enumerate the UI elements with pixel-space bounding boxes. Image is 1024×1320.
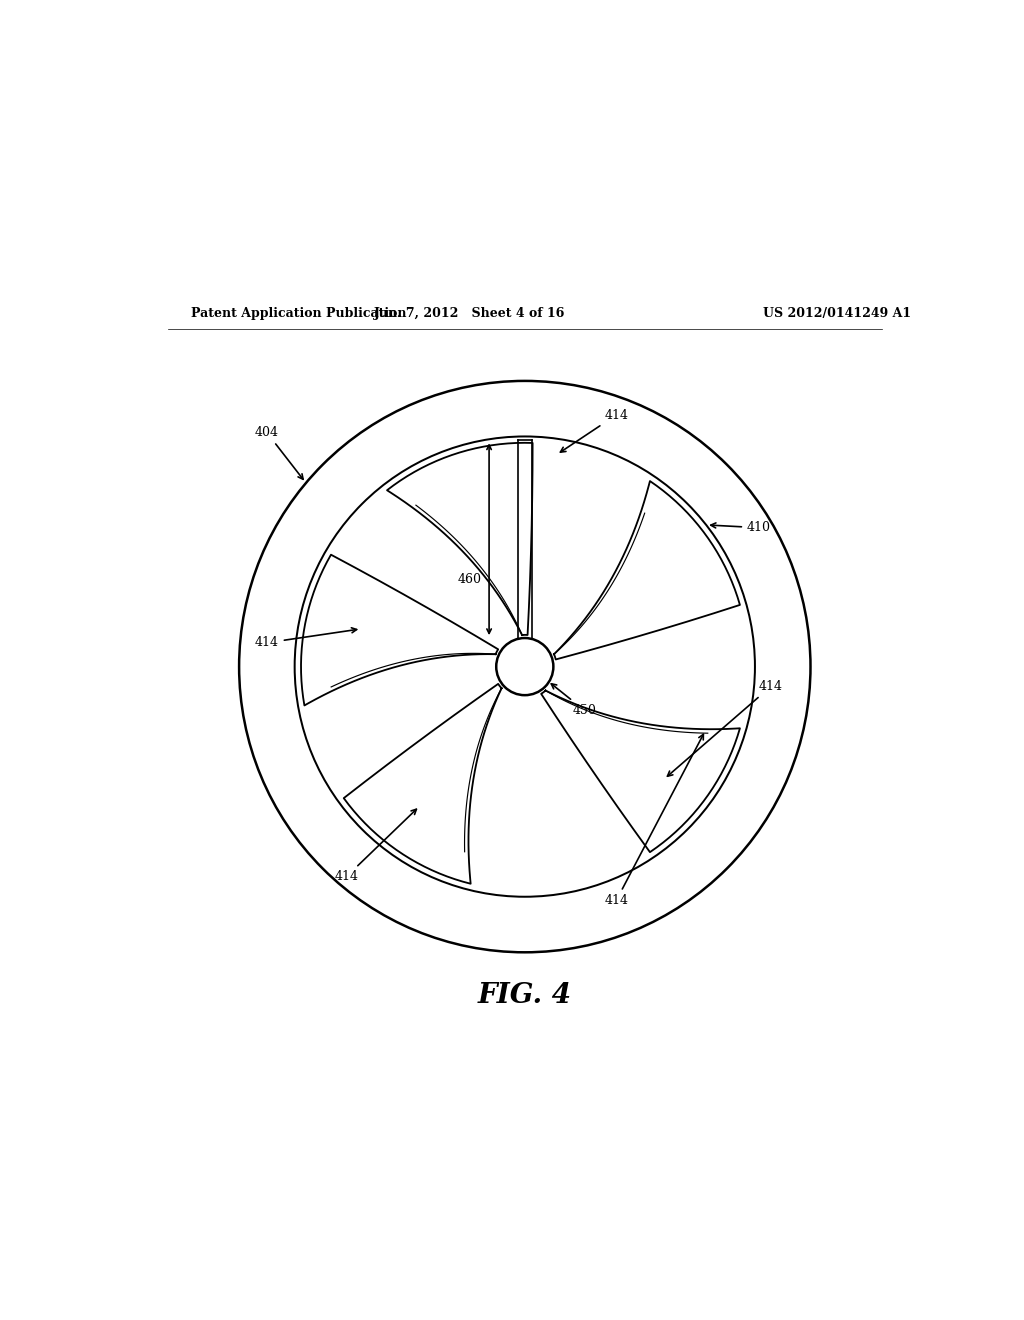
Text: FIG. 4: FIG. 4	[478, 982, 571, 1010]
Text: 414: 414	[604, 734, 703, 907]
Text: 460: 460	[457, 573, 481, 586]
Text: 414: 414	[334, 809, 417, 883]
Text: Patent Application Publication: Patent Application Publication	[191, 308, 407, 319]
Text: Jun. 7, 2012   Sheet 4 of 16: Jun. 7, 2012 Sheet 4 of 16	[374, 308, 565, 319]
Text: 450: 450	[551, 684, 596, 717]
Text: 414: 414	[255, 628, 356, 649]
Text: 414: 414	[560, 408, 628, 453]
Text: 410: 410	[711, 521, 771, 535]
Text: US 2012/0141249 A1: US 2012/0141249 A1	[763, 308, 911, 319]
Circle shape	[497, 638, 553, 696]
Text: 414: 414	[668, 680, 783, 776]
Text: 404: 404	[255, 426, 303, 479]
